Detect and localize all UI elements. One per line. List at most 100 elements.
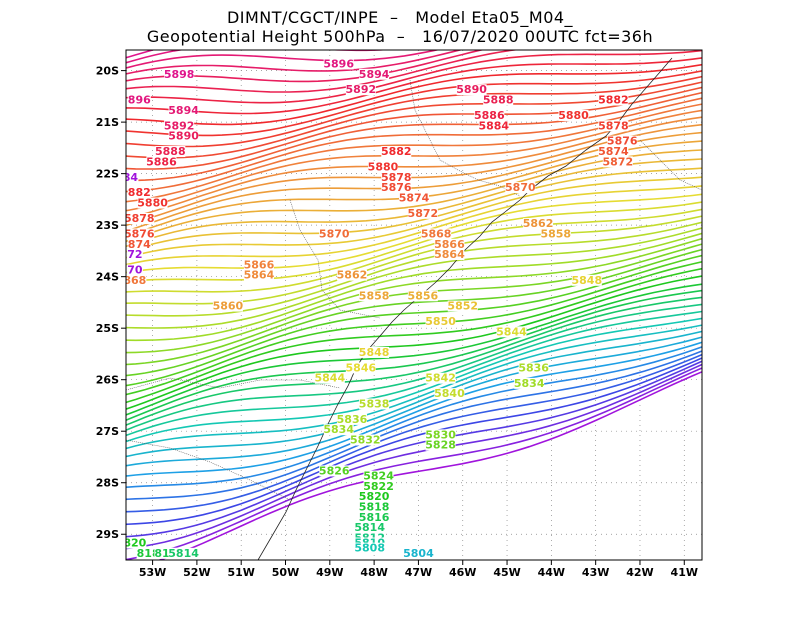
contour-label: 5836 bbox=[518, 361, 549, 374]
lat-tick-label: 23S bbox=[96, 219, 119, 232]
contour-label: 5842 bbox=[425, 372, 456, 385]
contour-label-bg bbox=[425, 372, 456, 384]
contour-label-bg bbox=[425, 439, 456, 451]
contour-label: 5898 bbox=[164, 68, 195, 81]
contour-label-bg bbox=[319, 465, 350, 477]
contour-label: 5822 bbox=[363, 480, 394, 493]
contour-line bbox=[157, 371, 702, 560]
contour-label: 5866 bbox=[434, 238, 465, 251]
contour-line bbox=[126, 232, 702, 342]
contour-line bbox=[126, 296, 702, 426]
contour-label-bg bbox=[243, 269, 274, 281]
contour-label-bg bbox=[478, 120, 509, 132]
contour-label-bg bbox=[319, 228, 350, 240]
contour-label: 5846 bbox=[346, 361, 377, 374]
contour-label: 5856 bbox=[408, 289, 439, 302]
axes: 53W 52W 51W 50W 49W 48W 47W 46W 45W 44W 43W 42W 41W 2… bbox=[96, 65, 698, 579]
lat-tick-label: 24S bbox=[96, 271, 119, 284]
lat-tick-label: 26S bbox=[96, 374, 119, 387]
contour-line bbox=[126, 109, 702, 212]
contour-label: 5864 bbox=[244, 269, 275, 282]
contour-line bbox=[126, 50, 485, 83]
contour-label: 5878 bbox=[598, 119, 629, 132]
contour-label: 5834 bbox=[514, 377, 545, 390]
contour-label-bg bbox=[243, 259, 274, 271]
contour-line bbox=[126, 185, 702, 266]
contour-label: 5826 bbox=[319, 464, 350, 477]
contour-label: 5882 bbox=[381, 145, 412, 158]
contour-label-bg bbox=[505, 182, 536, 194]
lat-tick-label: 25S bbox=[96, 322, 119, 335]
contour-line bbox=[126, 310, 702, 437]
lon-tick-label: 41W bbox=[671, 566, 698, 579]
contour-label: 5890 bbox=[456, 83, 487, 96]
contour-line bbox=[126, 341, 702, 477]
contour-line bbox=[126, 237, 702, 354]
contour-label-bg bbox=[381, 182, 412, 194]
contour-label-bg bbox=[434, 249, 465, 261]
contour-label-bg bbox=[363, 470, 394, 482]
contour-label: 5894 bbox=[168, 104, 199, 117]
contour-label: 5878 bbox=[124, 212, 155, 225]
lon-tick-label: 44W bbox=[538, 566, 565, 579]
contour-label-bg bbox=[126, 537, 147, 549]
contour-label-bg bbox=[126, 213, 155, 224]
contour-label: 5880 bbox=[558, 109, 589, 122]
contour-label: 5892 bbox=[346, 83, 377, 96]
contour-label-bg bbox=[425, 429, 456, 441]
contour-label: 868 bbox=[123, 274, 146, 287]
lon-tick-label: 47W bbox=[405, 566, 432, 579]
contour-line bbox=[126, 167, 702, 253]
contour-line bbox=[126, 75, 702, 148]
contour-line bbox=[126, 123, 702, 227]
contour-line bbox=[126, 283, 702, 416]
contour-label-bg bbox=[359, 398, 390, 410]
contour-label: 5864 bbox=[434, 248, 465, 261]
contour-label: 5834 bbox=[323, 423, 354, 436]
lon-tick-label: 49W bbox=[316, 566, 343, 579]
contour-label-bg bbox=[323, 58, 354, 70]
contour-label: 820 bbox=[123, 537, 146, 550]
contour-label-bg bbox=[126, 228, 155, 240]
contour-line bbox=[126, 267, 702, 404]
contour-label: 5832 bbox=[350, 434, 381, 447]
contour-line bbox=[126, 91, 702, 182]
contour-line bbox=[126, 208, 702, 293]
contour-label: 5844 bbox=[315, 372, 346, 385]
contour-label: 5888 bbox=[483, 94, 514, 107]
contour-label: 5818 bbox=[359, 500, 390, 513]
title-line-2: Geopotential Height 500hPa – 16/07/2020 … bbox=[146, 27, 654, 46]
contour-line bbox=[126, 193, 702, 274]
contour-line bbox=[126, 50, 441, 69]
contour-line bbox=[126, 70, 702, 137]
contour-label: 5890 bbox=[168, 130, 199, 143]
contour-label: 5836 bbox=[337, 413, 368, 426]
lon-tick-label: 50W bbox=[272, 566, 299, 579]
lat-tick-label: 27S bbox=[96, 425, 119, 438]
title-line-1: DIMNT/CGCT/INPE – Model Eta05_M04_ bbox=[226, 8, 574, 27]
contour-label-bg bbox=[154, 547, 178, 559]
contour-label: 5880 bbox=[137, 197, 168, 210]
contour-label: 5848 bbox=[359, 346, 390, 359]
contour-label: 5896 bbox=[323, 57, 354, 70]
contour-line bbox=[126, 63, 702, 126]
contour-label-bg bbox=[345, 362, 376, 374]
contour-label-bg bbox=[336, 269, 367, 281]
contour-label-bg bbox=[367, 161, 398, 173]
contour-label-bg bbox=[126, 264, 143, 276]
contour-label: 5848 bbox=[571, 274, 602, 287]
contour-line bbox=[126, 248, 702, 377]
lon-tick-label: 51W bbox=[227, 566, 254, 579]
contour-line bbox=[126, 317, 702, 443]
contour-line bbox=[126, 50, 520, 93]
contour-line bbox=[126, 324, 702, 450]
contour-label: 5888 bbox=[155, 145, 186, 158]
contour-label-bg bbox=[483, 94, 514, 106]
contour-label: 70 bbox=[127, 264, 143, 277]
contour-line bbox=[126, 201, 702, 283]
contour-label-bg bbox=[598, 120, 629, 132]
contour-label: 5870 bbox=[319, 227, 350, 240]
lon-tick-label: 42W bbox=[626, 566, 653, 579]
contour-label: 5894 bbox=[359, 68, 390, 81]
